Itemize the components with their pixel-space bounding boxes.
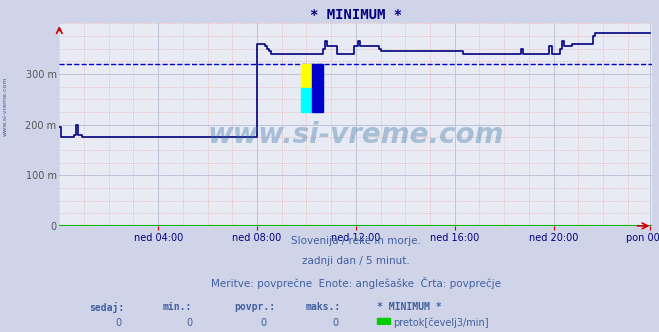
- Text: povpr.:: povpr.:: [235, 302, 275, 312]
- Bar: [312, 64, 323, 113]
- Bar: [301, 88, 312, 113]
- Text: pretok[čevelj3/min]: pretok[čevelj3/min]: [393, 318, 488, 328]
- Text: min.:: min.:: [163, 302, 192, 312]
- Text: Slovenija / reke in morje.: Slovenija / reke in morje.: [291, 236, 421, 246]
- Text: Meritve: povprečne  Enote: anglešaške  Črta: povprečje: Meritve: povprečne Enote: anglešaške Črt…: [211, 277, 501, 289]
- Text: 0: 0: [186, 318, 193, 328]
- Bar: [377, 318, 389, 332]
- Text: zadnji dan / 5 minut.: zadnji dan / 5 minut.: [302, 256, 410, 266]
- Text: www.si-vreme.com: www.si-vreme.com: [208, 121, 504, 149]
- Text: sedaj:: sedaj:: [89, 302, 124, 313]
- Text: 0: 0: [115, 318, 122, 328]
- Text: maks.:: maks.:: [305, 302, 341, 312]
- Text: www.si-vreme.com: www.si-vreme.com: [3, 76, 8, 136]
- Bar: [301, 64, 312, 88]
- Title: * MINIMUM *: * MINIMUM *: [310, 8, 402, 22]
- Text: 0: 0: [332, 318, 338, 328]
- Text: 0: 0: [261, 318, 267, 328]
- Text: * MINIMUM *: * MINIMUM *: [377, 302, 442, 312]
